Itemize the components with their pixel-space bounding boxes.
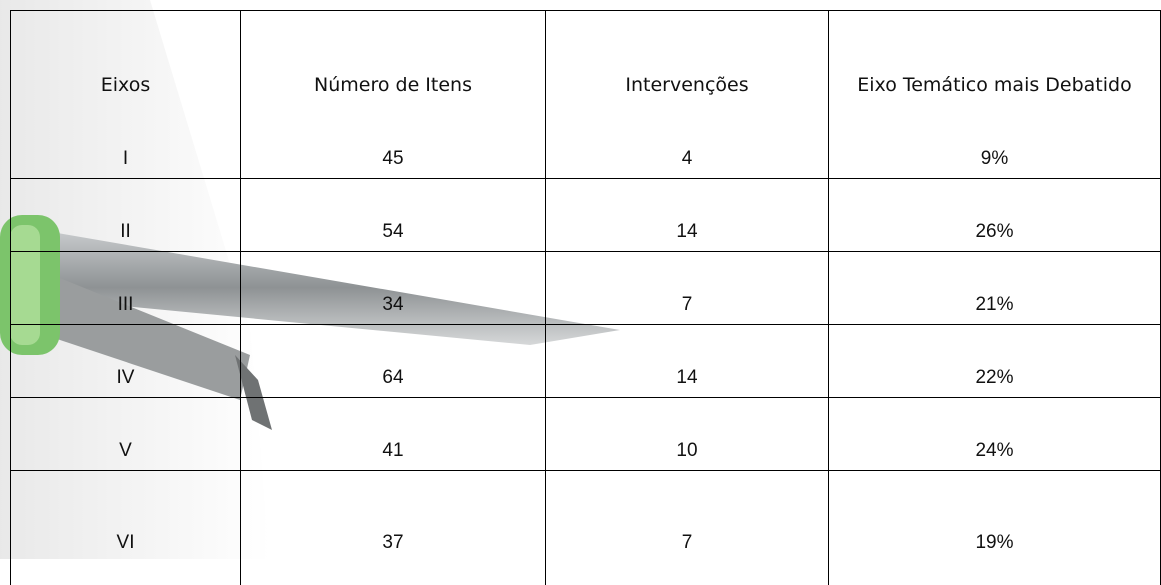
table-cell: 34 [241,252,546,325]
table-cell: 54 [241,179,546,252]
header-cell: Eixos [11,11,241,107]
header-cell: Intervenções [546,11,829,107]
table-cell: 14 [546,325,829,398]
table-cell: 4 [546,106,829,179]
table-cell: 22% [829,325,1161,398]
table-cell: 14 [546,179,829,252]
table-cell: I [11,106,241,179]
table-cell: V [11,398,241,471]
table-cell: 64 [241,325,546,398]
header-cell: Número de Itens [241,11,546,107]
table-cell: 26% [829,179,1161,252]
table-cell: 21% [829,252,1161,325]
table-cell: 9% [829,106,1161,179]
table-cell: 19% [829,471,1161,585]
header-cell: Eixo Temático mais Debatido [829,11,1161,107]
table-cell: 41 [241,398,546,471]
page: {"table": { "header": ["Eixos", "Número … [0,0,1161,559]
table-cell: 45 [241,106,546,179]
table-cell: 10 [546,398,829,471]
table-cell: VI [11,471,241,585]
table-cell: II [11,179,241,252]
table-cell: 7 [546,252,829,325]
table-cell: 37 [241,471,546,585]
table-cell: 24% [829,398,1161,471]
table-cell: 7 [546,471,829,585]
table-cell: III [11,252,241,325]
table-cell: IV [11,325,241,398]
